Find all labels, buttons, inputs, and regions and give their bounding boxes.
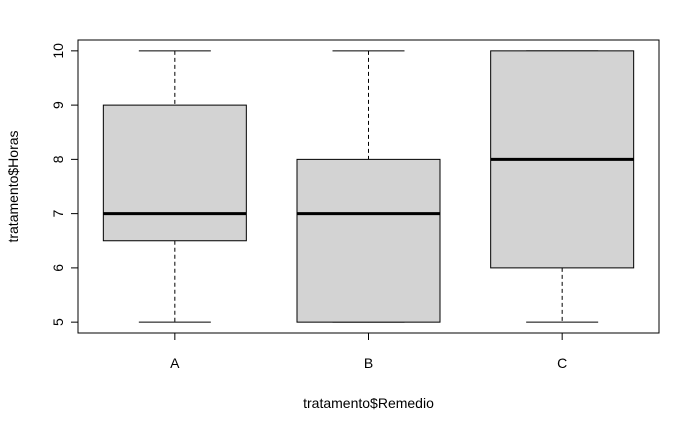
y-axis-label: tratamento$Horas	[5, 130, 21, 242]
y-tick-label-7: 7	[50, 210, 66, 218]
y-tick-label-9: 9	[50, 101, 66, 109]
box-b	[296, 158, 441, 323]
y-tick-label-6: 6	[50, 264, 66, 272]
x-tick-label-b: B	[364, 355, 373, 371]
x-tick-label-c: C	[557, 355, 567, 371]
x-axis: A B C	[170, 332, 567, 371]
x-axis-label: tratamento$Remedio	[303, 395, 434, 411]
y-tick-label-5: 5	[50, 318, 66, 326]
y-tick-label-10: 10	[50, 43, 66, 59]
x-tick-label-a: A	[170, 355, 180, 371]
box-a	[102, 104, 247, 242]
y-axis: 5 6 7 8 9 10	[50, 43, 79, 326]
boxes-layer	[102, 50, 635, 323]
y-tick-label-8: 8	[50, 155, 66, 163]
